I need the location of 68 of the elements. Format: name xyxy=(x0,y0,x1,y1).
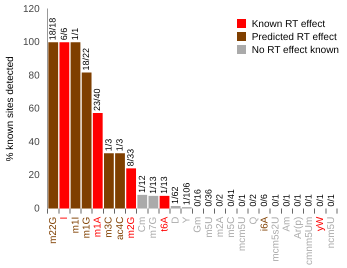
x-tick-label: m1G xyxy=(81,216,92,238)
text: 0/1 xyxy=(292,194,303,207)
y-tick-label: 80 xyxy=(28,70,40,82)
text: 1/3 xyxy=(114,138,124,152)
x-tick-label: ac4C xyxy=(114,216,126,240)
x-tick-label: m1I xyxy=(70,216,82,234)
x-tick-label: ncm5U xyxy=(326,216,338,248)
text: 0/41 xyxy=(226,189,236,207)
x-tick-label: cmnm5Um xyxy=(304,216,315,266)
text: 0/16 xyxy=(192,189,202,207)
x-tick-label: m22G xyxy=(48,216,59,244)
x-tick-label: yW xyxy=(315,216,326,232)
y-tick-label: 40 xyxy=(28,136,40,148)
text: 23/40 xyxy=(92,88,102,111)
y-tick-label: 100 xyxy=(22,37,40,48)
legend-label: Known RT effect xyxy=(250,18,326,31)
x-tick-label: Am xyxy=(282,216,293,232)
x-tick-label: Q xyxy=(248,216,260,224)
bar xyxy=(92,112,103,209)
text: 1/13 xyxy=(159,176,170,194)
text: 1/106 xyxy=(181,182,192,206)
text: 1/13 xyxy=(148,176,158,194)
x-tick-label: Cm xyxy=(137,216,148,232)
x-tick-label: m5C xyxy=(226,216,238,238)
bar xyxy=(160,196,170,209)
x-tick-label: I xyxy=(59,216,70,220)
text: 8/33 xyxy=(126,148,136,166)
legend-label: Predicted RT effect xyxy=(250,31,338,44)
x-tick-label: m7G xyxy=(148,216,160,238)
text: 1/62 xyxy=(170,186,180,204)
y-tick-label: 20 xyxy=(28,170,40,182)
bar xyxy=(59,42,70,209)
bar xyxy=(48,42,58,209)
text: 6/6 xyxy=(58,28,69,40)
text: 18/22 xyxy=(81,48,92,71)
text: 1/3 xyxy=(103,138,114,152)
text: 0/1 xyxy=(326,194,336,207)
x-tick-label: i6A xyxy=(259,216,270,232)
x-tick-label: m3C xyxy=(104,216,115,238)
bar xyxy=(126,168,136,209)
text: 0/1 xyxy=(270,194,280,207)
x-tick-label: mcm5s2U xyxy=(270,216,282,262)
text: 0/2 xyxy=(214,194,225,207)
text: 0/2 xyxy=(248,194,258,207)
text: 0/36 xyxy=(204,189,214,207)
text: 0/1 xyxy=(236,194,247,207)
y-tick-label: 120 xyxy=(22,4,40,15)
x-tick-label: Ar(p) xyxy=(292,216,304,239)
x-tick-label: m5U xyxy=(204,216,215,238)
x-tick-label: m2A xyxy=(214,216,226,238)
text: 0/6 xyxy=(259,194,270,207)
x-tick-label: t6A xyxy=(159,216,170,232)
text: 0/1 xyxy=(304,194,314,207)
x-tick-label: m2G xyxy=(126,216,137,238)
text: 18/18 xyxy=(48,18,58,40)
legend-label: No RT effect known xyxy=(250,44,339,57)
x-tick-label: mcm5U xyxy=(237,216,248,252)
text: 0/1 xyxy=(281,194,292,207)
text: 1/12 xyxy=(136,175,147,193)
y-tick-label: 0 xyxy=(34,203,40,214)
text: 1/1 xyxy=(70,28,80,40)
x-tick-label: m1A xyxy=(92,216,104,238)
x-tick-label: Gm xyxy=(192,216,204,233)
x-tick-label: Y xyxy=(182,216,193,224)
x-tick-label: D xyxy=(170,216,182,224)
y-tick-label: 60 xyxy=(28,104,40,115)
y-axis-title: % known sites detected xyxy=(4,56,16,162)
text: 0/1 xyxy=(314,194,325,207)
